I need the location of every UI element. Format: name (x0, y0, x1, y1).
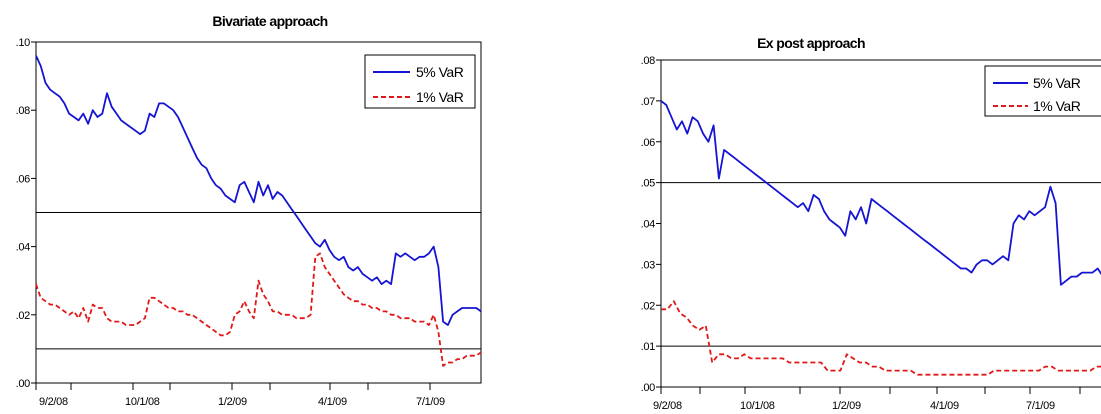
legend-label-1pct: 1% VaR (416, 89, 464, 105)
x-tick-label: 4/1/09 (930, 400, 959, 412)
series-lines (660, 100, 1101, 376)
y-tick-label: .02 (641, 300, 656, 312)
x-tick-label: 1/2/09 (218, 396, 247, 408)
chart-bivariate: Bivariate approach .00 .02 .04 .06 .08 .10 9/2… (16, 13, 482, 408)
x-tick-label: 4/1/09 (318, 396, 347, 408)
series-line-5pct-var (35, 55, 482, 326)
series-line-5pct-var (660, 100, 1101, 286)
y-tick-label: .02 (16, 310, 31, 322)
legend: 5% VaR 1% VaR (984, 65, 1101, 117)
y-tick-label: .07 (641, 96, 656, 108)
x-tick-label: 7/1/09 (416, 396, 445, 408)
x-tick-label: 7/1/09 (1026, 400, 1055, 412)
chart-title: Ex post approach (757, 35, 865, 51)
legend-box (364, 54, 476, 109)
series-lines (35, 55, 482, 367)
y-tick-label: .00 (641, 382, 656, 394)
x-tick-label: 9/2/08 (653, 400, 682, 412)
legend-label-1pct: 1% VaR (1033, 98, 1081, 114)
y-tick-label: .08 (641, 55, 656, 67)
chart-ex-post: Ex post approach .00.01.02.03.04.05.06.0… (641, 35, 1101, 412)
y-tick-label: .04 (16, 242, 31, 254)
reference-lines (661, 182, 1101, 347)
y-tick-label: .10 (16, 37, 31, 49)
y-tick-label: .01 (641, 341, 656, 353)
x-tick-label: 9/2/08 (39, 396, 68, 408)
axes: .00 .01 .02 .03 .04 .05 .06 .07 .08 9/2/08 10/1/08… (641, 55, 1081, 412)
y-tick-label: .00 (16, 378, 31, 390)
reference-lines (36, 212, 481, 350)
chart-title: Bivariate approach (212, 13, 327, 29)
y-tick-label: .05 (641, 178, 656, 190)
legend: 5% VaR 1% VaR (364, 54, 476, 109)
y-tick-label: .03 (641, 259, 656, 271)
y-tick-label: .06 (16, 173, 31, 185)
series-line-1pct-var (35, 252, 482, 367)
series-line-1pct-var (661, 300, 1101, 376)
legend-box (984, 65, 1101, 117)
axes: .00 .02 .04 .06 .08 .10 9/2/08 10/1/08 1/2/09 4/1… (16, 37, 446, 408)
y-tick-label: .08 (16, 105, 31, 117)
x-tick-label: 10/1/08 (740, 400, 775, 412)
x-tick-label: 10/1/08 (125, 396, 160, 408)
legend-label-5pct: 5% VaR (1033, 75, 1081, 91)
legend-label-5pct: 5% VaR (416, 64, 464, 80)
y-tick-label: .04 (641, 219, 656, 231)
x-tick-label: 1/2/09 (832, 400, 861, 412)
y-tick-label: .06 (641, 137, 656, 149)
